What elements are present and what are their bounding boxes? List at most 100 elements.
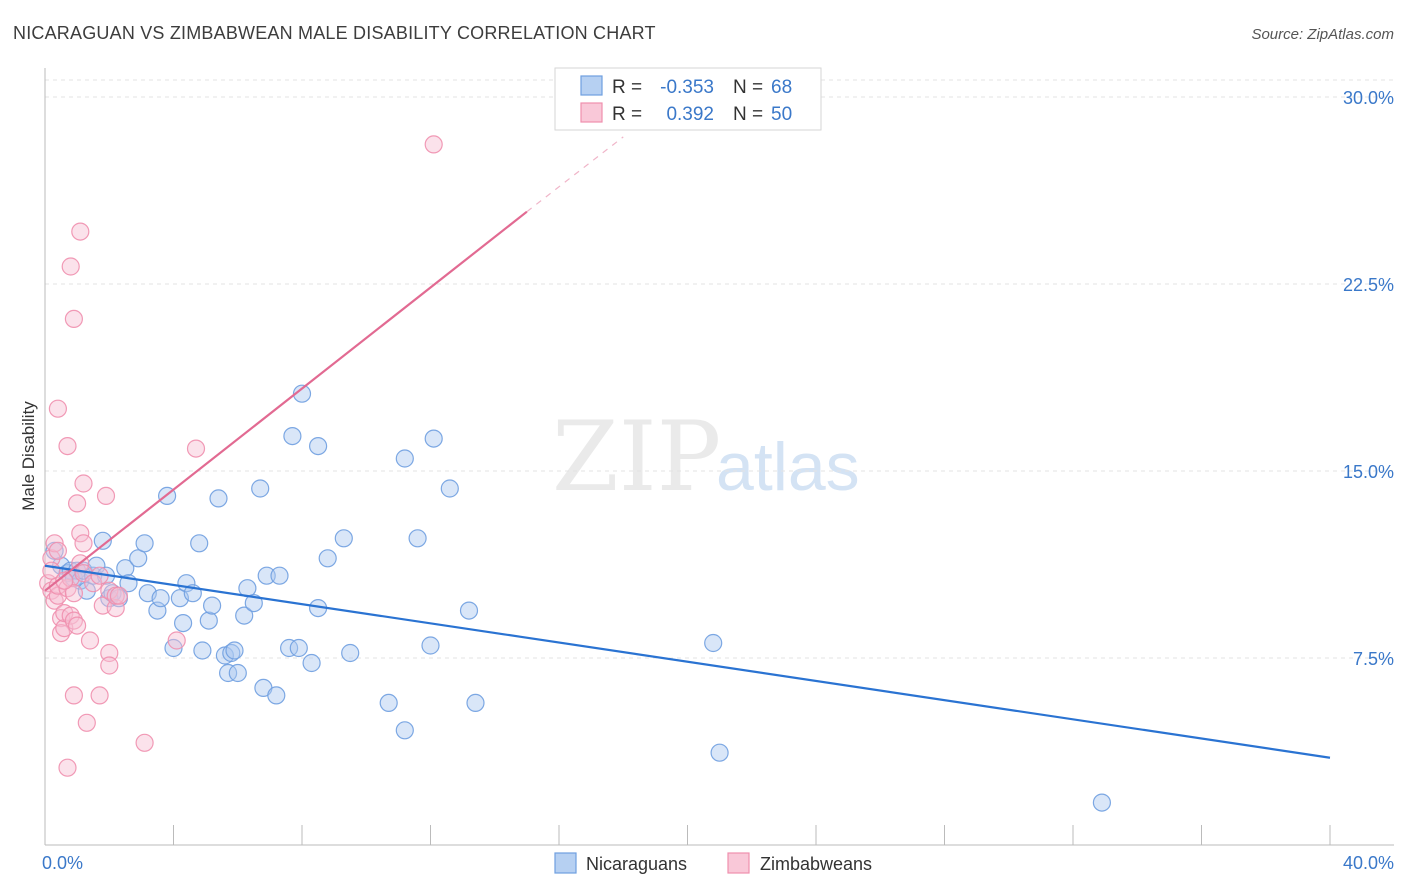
point-nicaraguans-22 <box>151 589 170 608</box>
point-zimbabweans-29 <box>74 534 93 553</box>
point-zimbabweans-48 <box>55 571 74 590</box>
point-zimbabweans-35 <box>90 686 109 705</box>
point-nicaraguans-64 <box>459 601 479 620</box>
point-zimbabweans-40 <box>100 656 119 675</box>
point-nicaraguans-44 <box>257 566 276 585</box>
point-nicaraguans-26 <box>174 613 193 633</box>
y-tick-label-2: 22.5% <box>1343 275 1394 295</box>
point-nicaraguans-57 <box>379 693 398 713</box>
point-nicaraguans-19 <box>135 534 154 553</box>
point-zimbabweans-8 <box>48 541 68 560</box>
trend-line-zimbabweans <box>44 210 528 592</box>
point-nicaraguans-62 <box>424 429 443 448</box>
point-zimbabweans-14 <box>58 437 77 456</box>
y-tick-label-1: 15.0% <box>1343 462 1394 482</box>
point-nicaraguans-51 <box>302 653 321 673</box>
y-tick-label-0: 7.5% <box>1353 649 1394 669</box>
point-nicaraguans-67 <box>710 743 729 762</box>
point-zimbabweans-32 <box>80 631 100 650</box>
stats-n-label-nicaraguans: N = <box>733 77 763 98</box>
data-points <box>39 135 1112 812</box>
point-zimbabweans-39 <box>100 643 119 663</box>
point-zimbabweans-33 <box>84 574 103 593</box>
chart-title: NICARAGUAN VS ZIMBABWEAN MALE DISABILITY… <box>13 23 656 43</box>
point-zimbabweans-49 <box>424 135 443 154</box>
stats-legend: R = -0.353 N = 68 R = 0.392 N = 50 <box>554 67 822 131</box>
point-zimbabweans-15 <box>58 758 77 777</box>
point-nicaraguans-61 <box>421 636 440 655</box>
point-nicaraguans-53 <box>309 437 328 456</box>
legend-label-nicaraguans: Nicaraguans <box>586 854 687 874</box>
point-zimbabweans-10 <box>51 623 71 643</box>
trend-line-extension-zimbabweans <box>526 136 624 213</box>
point-nicaraguans-47 <box>280 638 299 658</box>
stats-r-value-zimbabweans: 0.392 <box>666 104 714 125</box>
point-nicaraguans-11 <box>93 531 112 550</box>
point-zimbabweans-25 <box>71 222 90 241</box>
series-legend: Nicaraguans Zimbabweans <box>554 852 872 874</box>
gridlines <box>45 79 1394 659</box>
point-zimbabweans-45 <box>167 631 186 650</box>
point-nicaraguans-38 <box>228 663 247 683</box>
chart-source: Source: ZipAtlas.com <box>1251 26 1394 43</box>
point-nicaraguans-30 <box>193 641 212 660</box>
point-nicaraguans-31 <box>199 611 218 630</box>
point-nicaraguans-65 <box>466 693 485 713</box>
point-nicaraguans-63 <box>440 479 459 498</box>
point-nicaraguans-66 <box>704 633 723 653</box>
point-nicaraguans-58 <box>395 721 414 740</box>
point-nicaraguans-18 <box>129 549 148 568</box>
point-nicaraguans-55 <box>334 529 353 548</box>
point-zimbabweans-28 <box>74 474 93 493</box>
point-nicaraguans-49 <box>289 638 308 658</box>
watermark-atlas: atlas <box>716 429 860 505</box>
point-zimbabweans-16 <box>61 257 80 276</box>
point-zimbabweans-4 <box>45 591 64 610</box>
stats-r-value-nicaraguans: -0.353 <box>660 77 714 98</box>
x-tick-label-min: 0.0% <box>42 853 83 873</box>
stats-n-label-zimbabweans: N = <box>733 104 763 125</box>
point-nicaraguans-42 <box>251 479 270 498</box>
axes <box>44 68 1394 846</box>
trend-line-nicaraguans <box>44 564 1331 759</box>
point-zimbabweans-37 <box>96 486 116 505</box>
point-zimbabweans-44 <box>135 733 154 752</box>
point-zimbabweans-21 <box>64 584 84 603</box>
legend-swatch-nicaraguans <box>554 852 577 874</box>
point-nicaraguans-39 <box>235 606 254 625</box>
point-nicaraguans-56 <box>341 643 360 663</box>
stats-r-label-nicaraguans: R = <box>612 77 642 98</box>
point-zimbabweans-46 <box>186 439 206 458</box>
legend-swatch-zimbabweans <box>727 852 750 874</box>
stats-swatch-nicaraguans <box>580 75 603 96</box>
y-tick-label-3: 30.0% <box>1343 88 1394 108</box>
stats-swatch-zimbabweans <box>580 102 603 123</box>
point-zimbabweans-24 <box>67 616 87 635</box>
point-zimbabweans-22 <box>64 686 84 705</box>
point-zimbabweans-31 <box>77 713 96 732</box>
point-zimbabweans-7 <box>48 399 68 418</box>
legend-label-zimbabweans: Zimbabweans <box>760 854 872 874</box>
point-nicaraguans-60 <box>408 529 427 548</box>
stats-n-value-zimbabweans: 50 <box>771 104 792 125</box>
x-tick-label-max: 40.0% <box>1343 853 1394 873</box>
point-zimbabweans-5 <box>48 586 68 605</box>
point-nicaraguans-54 <box>318 549 337 568</box>
point-zimbabweans-27 <box>71 524 90 543</box>
point-zimbabweans-43 <box>109 586 129 605</box>
point-nicaraguans-50 <box>292 384 312 403</box>
stats-r-label-zimbabweans: R = <box>612 104 642 125</box>
point-nicaraguans-46 <box>270 566 289 585</box>
point-nicaraguans-45 <box>267 686 286 705</box>
watermark-zip: ZIP <box>552 401 721 513</box>
point-nicaraguans-37 <box>225 641 244 660</box>
watermark: ZIP atlas <box>552 401 860 513</box>
point-zimbabweans-23 <box>67 494 87 513</box>
point-nicaraguans-29 <box>190 534 209 553</box>
point-nicaraguans-33 <box>209 489 228 508</box>
point-nicaraguans-36 <box>222 643 241 663</box>
point-zimbabweans-17 <box>61 606 80 625</box>
point-zimbabweans-20 <box>64 611 84 630</box>
point-nicaraguans-32 <box>203 596 222 615</box>
